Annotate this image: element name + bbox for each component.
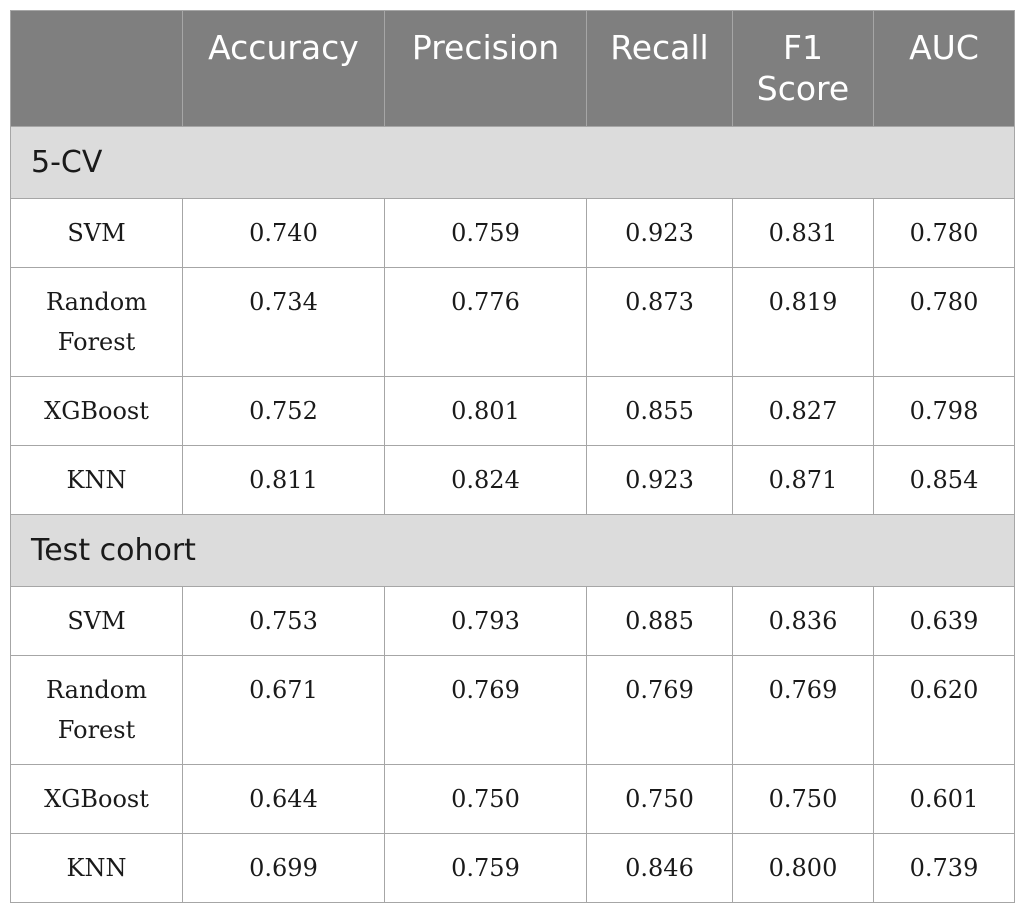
auc-cell: 0.780 <box>873 198 1015 268</box>
accuracy-cell: 0.644 <box>182 764 385 834</box>
accuracy-cell: 0.734 <box>182 267 385 377</box>
header-row: Accuracy Precision Recall F1 Score AUC <box>10 10 1015 127</box>
model-name: XGBoost <box>10 764 183 834</box>
auc-cell: 0.780 <box>873 267 1015 377</box>
f1-score-cell: 0.800 <box>732 833 874 903</box>
auc-cell: 0.620 <box>873 655 1015 765</box>
f1-score-cell: 0.827 <box>732 376 874 446</box>
model-name: KNN <box>10 833 183 903</box>
model-name: KNN <box>10 445 183 515</box>
precision-cell: 0.769 <box>384 655 587 765</box>
precision-cell: 0.801 <box>384 376 587 446</box>
f1-score-cell: 0.769 <box>732 655 874 765</box>
f1-score-cell: 0.819 <box>732 267 874 377</box>
header-corner <box>10 10 183 127</box>
table-row: Random Forest 0.671 0.769 0.769 0.769 0.… <box>10 655 1015 765</box>
metrics-table: Accuracy Precision Recall F1 Score AUC 5… <box>10 10 1015 903</box>
auc-cell: 0.601 <box>873 764 1015 834</box>
table-row: KNN 0.811 0.824 0.923 0.871 0.854 <box>10 445 1015 515</box>
recall-cell: 0.923 <box>586 445 733 515</box>
accuracy-cell: 0.740 <box>182 198 385 268</box>
f1-score-cell: 0.750 <box>732 764 874 834</box>
precision-cell: 0.776 <box>384 267 587 377</box>
table-row: XGBoost 0.644 0.750 0.750 0.750 0.601 <box>10 764 1015 834</box>
recall-cell: 0.855 <box>586 376 733 446</box>
f1-score-cell: 0.871 <box>732 445 874 515</box>
table-row: Random Forest 0.734 0.776 0.873 0.819 0.… <box>10 267 1015 377</box>
precision-cell: 0.824 <box>384 445 587 515</box>
header-auc: AUC <box>873 10 1015 127</box>
recall-cell: 0.750 <box>586 764 733 834</box>
auc-cell: 0.854 <box>873 445 1015 515</box>
section-row-test-cohort: Test cohort <box>10 514 1015 587</box>
model-name: XGBoost <box>10 376 183 446</box>
accuracy-cell: 0.752 <box>182 376 385 446</box>
recall-cell: 0.923 <box>586 198 733 268</box>
recall-cell: 0.885 <box>586 586 733 656</box>
auc-cell: 0.739 <box>873 833 1015 903</box>
precision-cell: 0.759 <box>384 198 587 268</box>
section-title: Test cohort <box>10 514 1015 587</box>
table-row: XGBoost 0.752 0.801 0.855 0.827 0.798 <box>10 376 1015 446</box>
f1-score-cell: 0.831 <box>732 198 874 268</box>
header-recall: Recall <box>586 10 733 127</box>
header-f1-score: F1 Score <box>732 10 874 127</box>
accuracy-cell: 0.811 <box>182 445 385 515</box>
table-row: KNN 0.699 0.759 0.846 0.800 0.739 <box>10 833 1015 903</box>
model-name: Random Forest <box>10 655 183 765</box>
accuracy-cell: 0.753 <box>182 586 385 656</box>
precision-cell: 0.759 <box>384 833 587 903</box>
header-precision: Precision <box>384 10 587 127</box>
precision-cell: 0.793 <box>384 586 587 656</box>
auc-cell: 0.639 <box>873 586 1015 656</box>
table-row: SVM 0.740 0.759 0.923 0.831 0.780 <box>10 198 1015 268</box>
model-name: SVM <box>10 586 183 656</box>
accuracy-cell: 0.671 <box>182 655 385 765</box>
section-title: 5-CV <box>10 126 1015 199</box>
recall-cell: 0.846 <box>586 833 733 903</box>
accuracy-cell: 0.699 <box>182 833 385 903</box>
auc-cell: 0.798 <box>873 376 1015 446</box>
model-name: SVM <box>10 198 183 268</box>
recall-cell: 0.873 <box>586 267 733 377</box>
f1-score-cell: 0.836 <box>732 586 874 656</box>
precision-cell: 0.750 <box>384 764 587 834</box>
table-row: SVM 0.753 0.793 0.885 0.836 0.639 <box>10 586 1015 656</box>
header-accuracy: Accuracy <box>182 10 385 127</box>
model-name: Random Forest <box>10 267 183 377</box>
recall-cell: 0.769 <box>586 655 733 765</box>
section-row-5cv: 5-CV <box>10 126 1015 199</box>
